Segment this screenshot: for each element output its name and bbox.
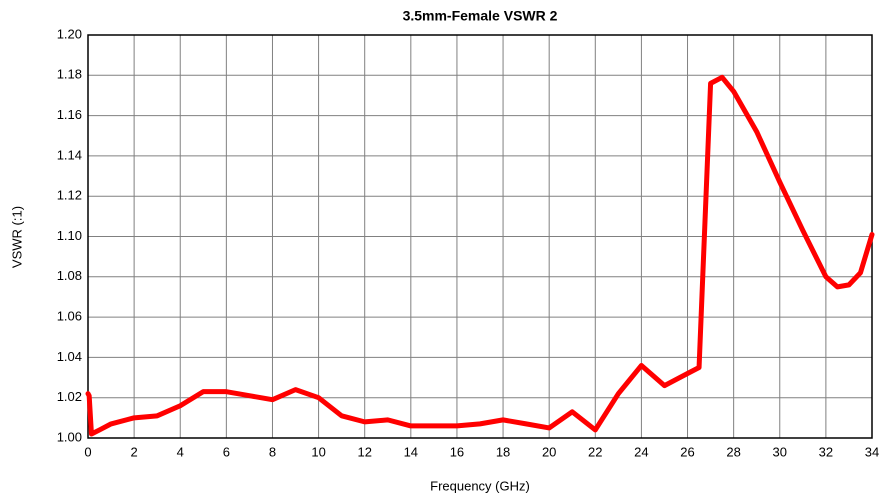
x-tick-label: 32 [819,444,833,459]
x-tick-label: 4 [177,444,184,459]
y-tick-label: 1.00 [57,429,82,444]
x-tick-label: 10 [311,444,325,459]
y-tick-label: 1.08 [57,268,82,283]
x-tick-label: 14 [404,444,418,459]
x-tick-label: 22 [588,444,602,459]
chart-title: 3.5mm-Female VSWR 2 [403,8,558,24]
y-tick-label: 1.14 [57,147,82,162]
data-line [85,74,875,437]
y-tick-label: 1.18 [57,67,82,82]
y-tick-label: 1.02 [57,389,82,404]
x-tick-label: 6 [223,444,230,459]
x-tick-label: 30 [773,444,787,459]
y-tick-label: 1.10 [57,228,82,243]
x-tick-label: 12 [357,444,371,459]
x-tick-label: 24 [634,444,648,459]
y-tick-label: 1.12 [57,188,82,203]
y-axis-label: VSWR (:1) [9,206,24,268]
x-tick-label: 20 [542,444,556,459]
x-tick-label: 18 [496,444,510,459]
y-tick-label: 1.16 [57,107,82,122]
x-tick-label: 34 [865,444,879,459]
x-tick-label: 8 [269,444,276,459]
y-tick-label: 1.04 [57,349,82,364]
y-tick-label: 1.06 [57,309,82,324]
y-tick-label: 1.20 [57,26,82,41]
x-tick-label: 2 [131,444,138,459]
x-tick-label: 26 [680,444,694,459]
x-tick-label: 16 [450,444,464,459]
x-tick-label: 28 [726,444,740,459]
x-tick-label: 0 [84,444,91,459]
x-axis-label: Frequency (GHz) [430,478,530,493]
